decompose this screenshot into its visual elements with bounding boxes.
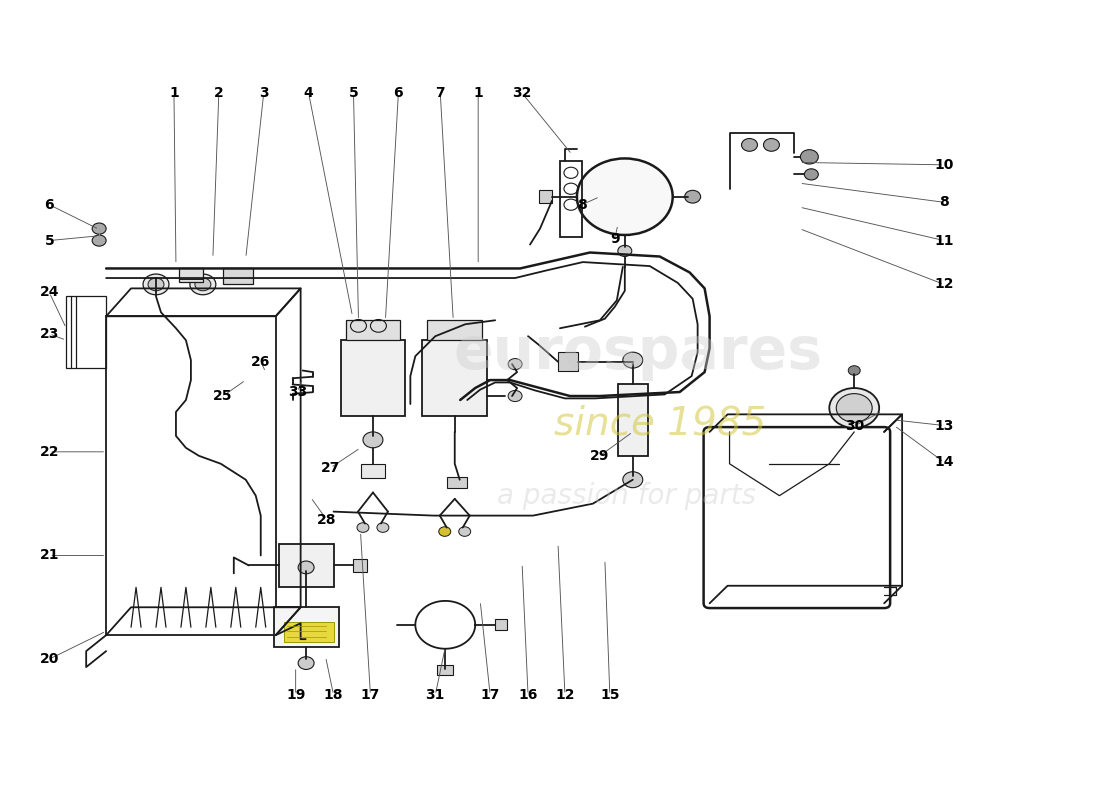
Text: 5: 5 xyxy=(44,234,54,247)
Text: 24: 24 xyxy=(40,286,59,299)
Circle shape xyxy=(508,390,522,402)
Text: 10: 10 xyxy=(934,158,954,172)
Text: 7: 7 xyxy=(436,86,446,100)
Circle shape xyxy=(195,278,211,290)
Text: 12: 12 xyxy=(934,278,954,291)
Circle shape xyxy=(92,223,106,234)
Bar xyxy=(66,296,106,368)
Bar xyxy=(341,340,406,416)
Circle shape xyxy=(829,388,879,428)
Circle shape xyxy=(363,432,383,448)
Text: 1: 1 xyxy=(169,86,179,100)
Bar xyxy=(274,607,339,647)
Bar xyxy=(284,622,333,642)
Text: 14: 14 xyxy=(934,455,954,469)
Text: 11: 11 xyxy=(934,234,954,247)
Text: 8: 8 xyxy=(939,195,949,210)
Circle shape xyxy=(763,138,780,151)
Bar xyxy=(223,269,253,285)
Text: since 1985: since 1985 xyxy=(553,405,766,443)
Bar xyxy=(539,190,552,203)
Text: 9: 9 xyxy=(610,232,619,246)
Circle shape xyxy=(92,235,106,246)
Text: 6: 6 xyxy=(394,86,404,100)
Text: 3: 3 xyxy=(258,86,268,100)
Circle shape xyxy=(848,366,860,375)
Circle shape xyxy=(358,522,368,532)
Text: 28: 28 xyxy=(317,513,337,526)
Bar xyxy=(353,559,367,572)
Text: 26: 26 xyxy=(251,354,271,369)
Circle shape xyxy=(377,522,389,532)
Text: 16: 16 xyxy=(518,688,538,702)
Bar xyxy=(345,320,400,340)
Circle shape xyxy=(741,138,758,151)
Circle shape xyxy=(684,190,701,203)
Text: 19: 19 xyxy=(286,688,306,702)
Text: 22: 22 xyxy=(40,445,59,459)
Text: 17: 17 xyxy=(361,688,381,702)
Circle shape xyxy=(623,352,642,368)
Text: 12: 12 xyxy=(556,688,574,702)
Circle shape xyxy=(190,274,216,294)
Text: 29: 29 xyxy=(591,449,609,463)
Text: 18: 18 xyxy=(323,688,343,702)
Circle shape xyxy=(148,278,164,290)
Text: 31: 31 xyxy=(426,688,446,702)
Bar xyxy=(447,477,466,488)
Bar xyxy=(560,161,582,237)
Circle shape xyxy=(836,394,872,422)
Circle shape xyxy=(804,169,818,180)
Text: 30: 30 xyxy=(846,418,865,433)
Bar xyxy=(361,464,385,478)
Circle shape xyxy=(143,274,169,294)
Text: 20: 20 xyxy=(40,652,59,666)
Bar xyxy=(558,352,578,371)
Circle shape xyxy=(459,526,471,536)
Circle shape xyxy=(623,472,642,488)
Circle shape xyxy=(298,657,315,670)
Text: 25: 25 xyxy=(213,389,232,403)
Text: 17: 17 xyxy=(481,688,499,702)
Text: 27: 27 xyxy=(321,461,340,474)
Text: 8: 8 xyxy=(578,198,586,212)
Text: 21: 21 xyxy=(40,549,59,562)
Bar xyxy=(179,268,202,282)
Bar xyxy=(438,666,453,675)
Circle shape xyxy=(618,246,631,257)
Bar xyxy=(422,340,487,416)
Circle shape xyxy=(298,561,315,574)
Text: 15: 15 xyxy=(601,688,619,702)
Text: eurospares: eurospares xyxy=(453,324,823,381)
Text: 32: 32 xyxy=(513,86,531,100)
Text: 6: 6 xyxy=(44,198,54,212)
Text: 23: 23 xyxy=(40,327,59,341)
Text: a passion for parts: a passion for parts xyxy=(497,482,757,510)
Bar xyxy=(427,320,482,340)
Text: 4: 4 xyxy=(304,86,313,100)
Text: 5: 5 xyxy=(349,86,359,100)
Text: 13: 13 xyxy=(934,418,954,433)
Circle shape xyxy=(576,158,673,235)
Text: 1: 1 xyxy=(473,86,483,100)
Bar xyxy=(495,619,507,630)
Circle shape xyxy=(508,358,522,370)
Text: 33: 33 xyxy=(288,385,307,399)
Text: 2: 2 xyxy=(214,86,223,100)
Bar xyxy=(618,384,648,456)
Circle shape xyxy=(801,150,818,164)
Circle shape xyxy=(439,526,451,536)
Bar xyxy=(106,316,276,635)
Bar xyxy=(278,543,333,587)
